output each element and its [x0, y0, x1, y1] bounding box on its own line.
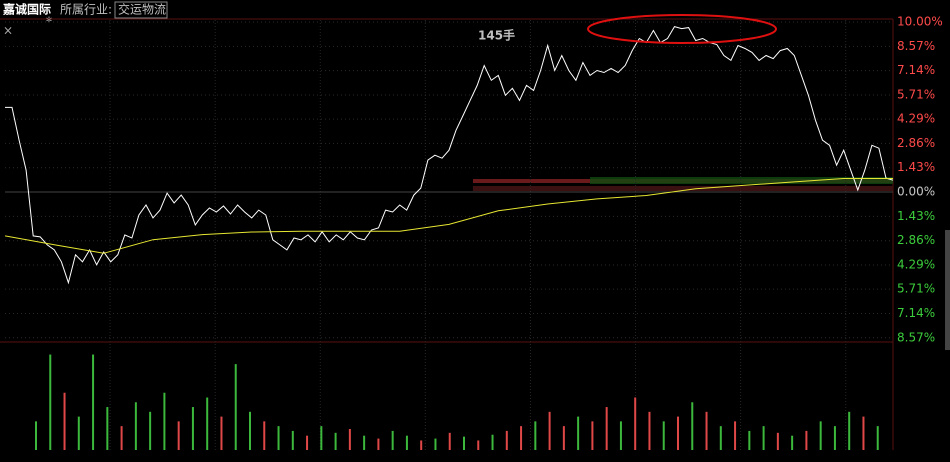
volume-bar — [520, 426, 523, 450]
scrollbar[interactable] — [945, 230, 950, 350]
volume-bar — [776, 432, 779, 450]
industry[interactable]: 交运物流 — [118, 2, 166, 17]
y-tick-label: 4.29% — [897, 112, 935, 126]
price-line — [5, 26, 894, 285]
volume-bar — [149, 411, 152, 450]
volume-bar — [320, 426, 323, 450]
volume-bar — [534, 421, 537, 450]
volume-bar — [206, 397, 209, 450]
volume-bar — [220, 416, 223, 450]
volume-bar — [591, 421, 594, 450]
y-tick-label: 1.43% — [897, 160, 935, 174]
volume-bar — [291, 430, 294, 450]
volume-bar — [434, 438, 437, 450]
volume-bar — [106, 407, 109, 450]
y-tick-label: 8.57% — [897, 39, 935, 53]
y-tick-label: 5.71% — [897, 87, 935, 101]
volume-bar — [334, 432, 337, 450]
y-tick-label: 7.14% — [897, 306, 935, 320]
volume-bar — [577, 416, 580, 450]
volume-bar — [277, 426, 280, 450]
volume-bar — [49, 354, 52, 450]
stock-name[interactable]: 嘉诚国际 — [2, 2, 51, 17]
volume-bar — [805, 430, 808, 450]
volume-bar — [377, 438, 380, 450]
star-icon[interactable]: * — [46, 15, 52, 29]
industry-box[interactable] — [114, 1, 168, 19]
volume-bar — [35, 421, 37, 450]
volume-bar — [677, 416, 679, 450]
y-tick-label: 2.86% — [897, 136, 935, 150]
price-line — [4, 178, 893, 254]
volume-bar — [77, 416, 80, 450]
volume-bar — [120, 426, 123, 450]
y-tick-label: 2.86% — [897, 233, 935, 247]
y-tick-label: 4.29% — [897, 258, 935, 272]
volume-bar — [634, 397, 637, 450]
volume-bar — [191, 407, 194, 450]
volume-bar — [705, 411, 708, 450]
volume-bar — [63, 392, 66, 450]
order-bar-green — [590, 177, 893, 184]
volume-bar — [848, 411, 851, 450]
volume-bar — [163, 392, 166, 450]
volume-bar — [477, 440, 480, 450]
volume-bar — [234, 364, 237, 450]
volume-bar — [748, 430, 751, 450]
volume-bar — [662, 421, 665, 450]
volume-bar — [448, 432, 451, 450]
volume-bar — [833, 426, 836, 450]
volume-bar — [876, 426, 879, 450]
close-icon[interactable]: × — [3, 24, 13, 38]
volume-bar — [505, 430, 508, 450]
volume-bar — [405, 435, 408, 450]
volume-bar — [263, 421, 266, 450]
highlight-ellipse — [587, 14, 777, 44]
y-tick-label: 10.00% — [897, 15, 943, 29]
volume-bar — [862, 416, 865, 450]
volume-bar — [562, 426, 565, 450]
y-tick-label: 0.00% — [897, 185, 935, 199]
volume-bar — [619, 421, 622, 450]
y-tick-label: 5.71% — [897, 282, 935, 296]
volume-bar — [391, 430, 394, 450]
annotation: 145手 — [478, 28, 515, 43]
volume-bar — [605, 407, 608, 450]
volume-bar — [648, 411, 651, 450]
volume-bar — [134, 402, 137, 450]
volume-bar — [463, 436, 465, 450]
volume-bar — [249, 411, 251, 450]
order-bar-red — [473, 186, 893, 191]
volume-bar — [691, 402, 694, 450]
y-tick-label: 7.14% — [897, 63, 935, 77]
y-tick-label: 1.43% — [897, 209, 935, 223]
volume-bar — [548, 411, 551, 450]
volume-bar — [491, 434, 494, 450]
y-tick-label: 8.57% — [897, 330, 935, 344]
volume-bar — [177, 421, 180, 450]
volume-bar — [306, 435, 309, 450]
volume-bar — [819, 421, 822, 450]
volume-bar — [791, 435, 794, 450]
volume-bar — [92, 354, 95, 450]
industry-label: 所属行业: — [60, 3, 112, 17]
volume-bar — [719, 426, 722, 450]
volume-bar — [420, 440, 423, 450]
volume-bar — [734, 421, 737, 450]
volume-bar — [348, 429, 351, 450]
volume-bar — [363, 435, 366, 450]
volume-bar — [762, 426, 765, 450]
